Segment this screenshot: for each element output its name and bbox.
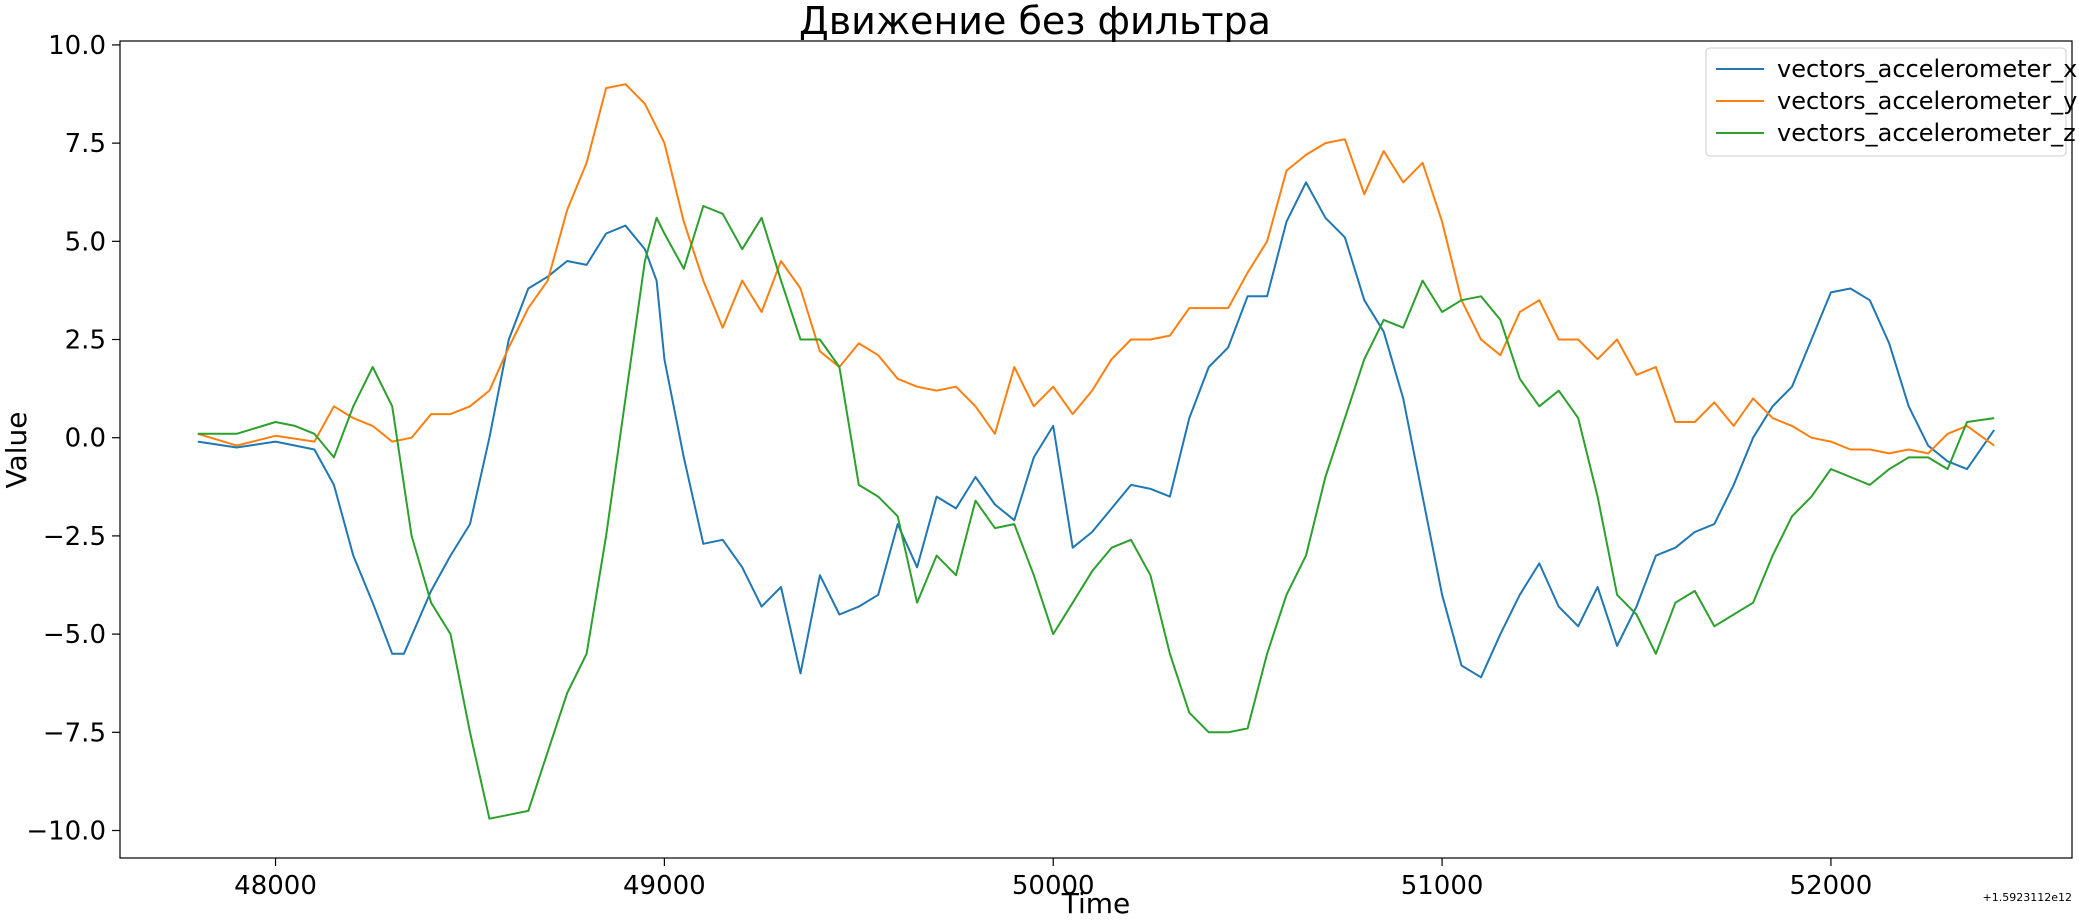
series-layer	[197, 83, 1996, 820]
x-tick-label: 51000	[1401, 871, 1484, 901]
y-axis: −10.0 −7.5 −5.0 −2.5 0.0 2.5 5.0 7.5 10.0	[26, 31, 120, 847]
legend-entry-label: vectors_accelerometer_z	[1777, 119, 2076, 147]
y-tick-label: −7.5	[43, 718, 106, 748]
y-axis-label: Value	[0, 412, 33, 489]
chart-title: Движение без фильтра	[799, 0, 1271, 43]
y-tick-label: 2.5	[65, 326, 106, 356]
x-tick-label: 52000	[1790, 871, 1873, 901]
plot-frame	[119, 40, 2073, 859]
legend: vectors_accelerometer_x vectors_accelerom…	[1705, 47, 2077, 157]
y-tick-label: −2.5	[43, 522, 106, 552]
x-tick-label: 50000	[1012, 871, 1095, 901]
x-axis-label: Time	[1061, 887, 1131, 920]
y-tick-label: −10.0	[26, 817, 106, 847]
series-line-vectors-accelerometer-x	[197, 181, 1996, 679]
legend-box	[1705, 47, 2067, 157]
y-tick-label: −5.0	[43, 620, 106, 650]
x-axis-offset-label: +1.5923112e12	[1983, 891, 2072, 904]
legend-entry-label: vectors_accelerometer_y	[1777, 87, 2077, 115]
x-tick-label: 48000	[234, 871, 317, 901]
x-tick-label: 49000	[623, 871, 706, 901]
y-tick-label: 10.0	[48, 31, 106, 61]
x-axis: 48000 49000 50000 51000 52000	[234, 858, 1872, 901]
series-line-vectors-accelerometer-z	[197, 205, 1995, 820]
y-tick-label: 5.0	[65, 227, 106, 257]
legend-entry-label: vectors_accelerometer_x	[1777, 55, 2077, 83]
y-tick-label: 7.5	[65, 129, 106, 159]
y-tick-label: 0.0	[65, 424, 106, 454]
series-line-vectors-accelerometer-y	[197, 83, 1995, 455]
